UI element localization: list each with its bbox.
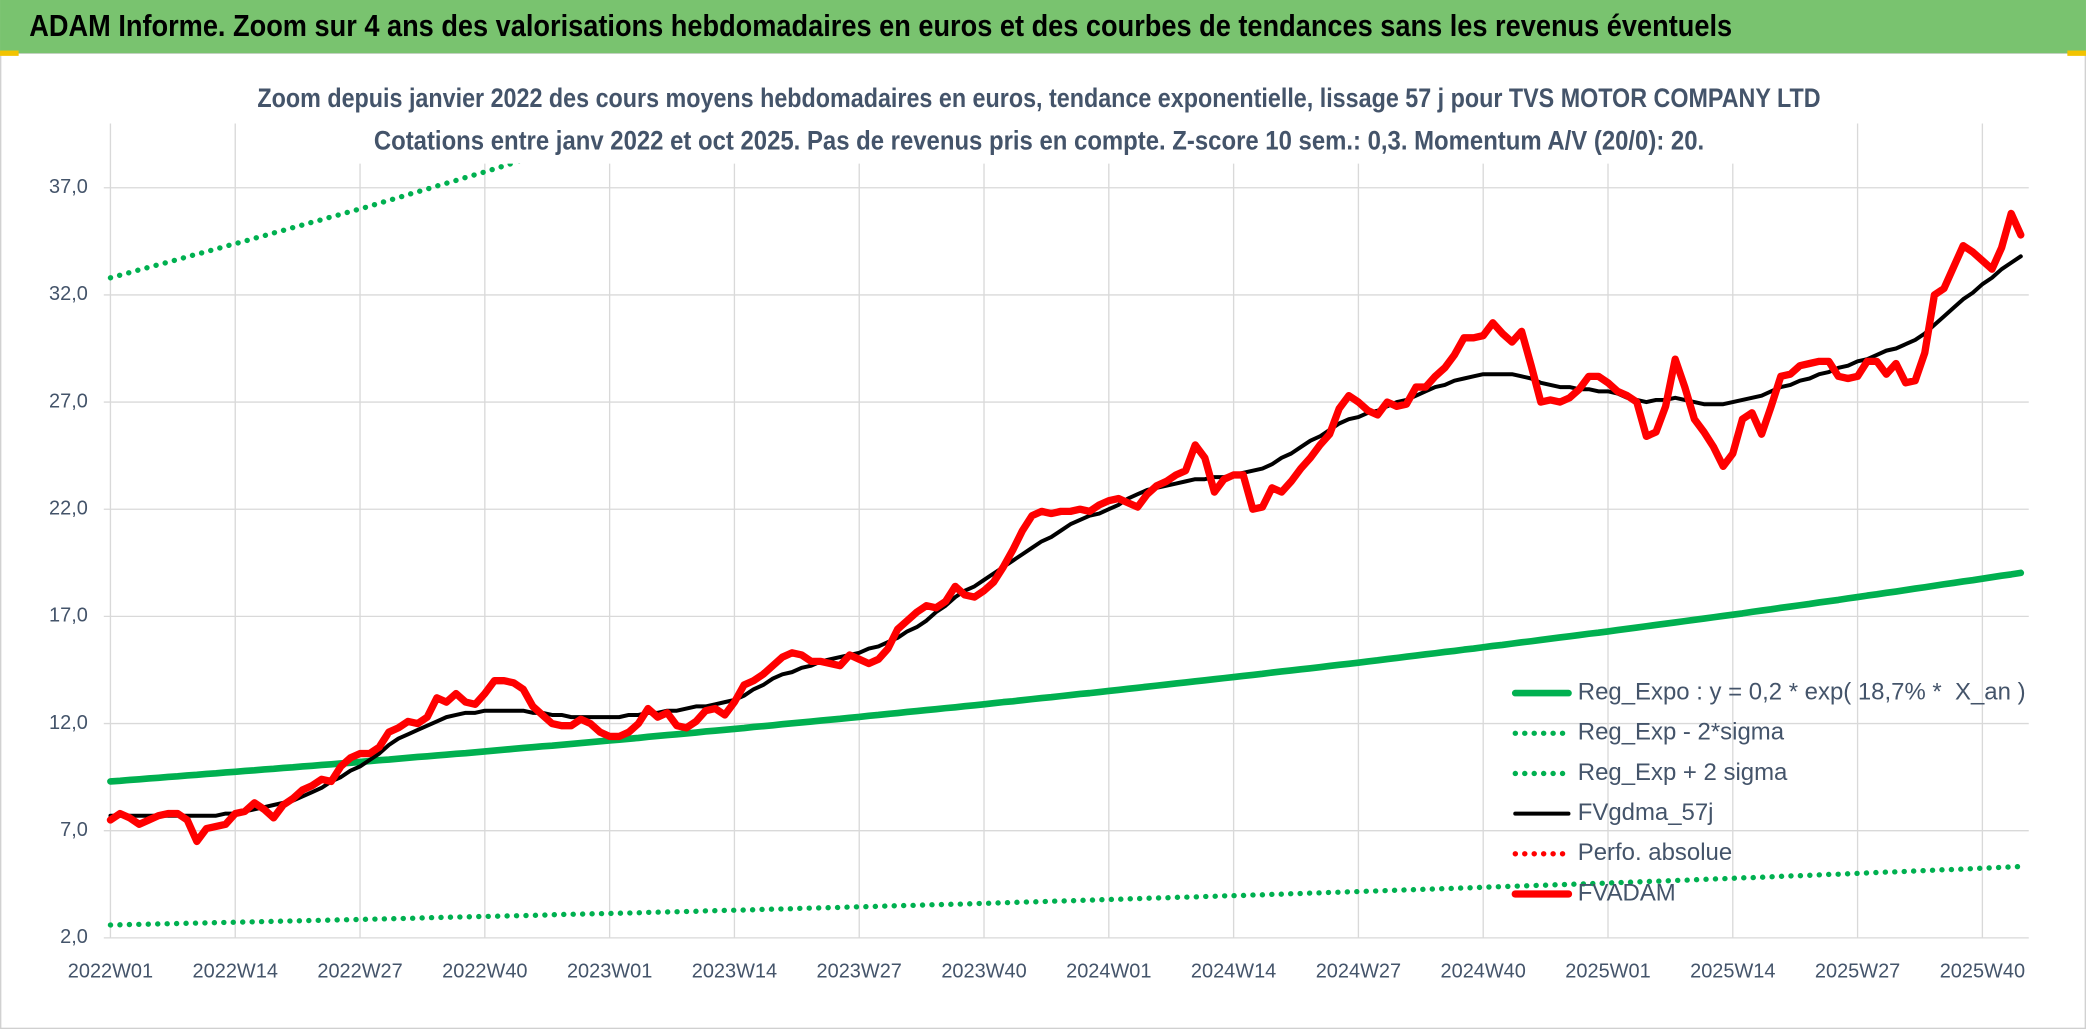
header-bar [0, 0, 2086, 54]
x-tick-label: 2022W01 [68, 961, 153, 983]
x-tick-label: 2025W01 [1565, 961, 1650, 983]
series-line [107, 148, 555, 281]
x-tick-label: 2023W14 [692, 961, 777, 983]
x-tick-label: 2025W14 [1690, 961, 1775, 983]
y-tick-label: 22,0 [49, 497, 88, 519]
grid: 2,0 7,0 12,0 17,0 22,0 27,0 32,0 37,0 2022W01 202… [49, 123, 2029, 983]
series-line [107, 569, 2025, 785]
legend-label: Reg_Expo : y = 0,2 * exp( 18,7% * X_an ) [1578, 678, 2026, 705]
legend-label: Reg_Exp - 2*sigma [1578, 719, 1785, 746]
x-tick-label: 2024W27 [1316, 961, 1401, 983]
y-tick-label: 37,0 [49, 176, 88, 198]
x-tick-label: 2025W27 [1815, 961, 1900, 983]
accent [0, 50, 19, 56]
x-tick-label: 2023W27 [817, 961, 902, 983]
x-tick-label: 2024W40 [1441, 961, 1526, 983]
y-tick-label: 27,0 [49, 390, 88, 412]
series-line [108, 254, 2023, 818]
x-tick-label: 2022W27 [317, 961, 402, 983]
subtitle: Zoom depuis janvier 2022 des cours moyen… [257, 83, 1820, 113]
x-tick-label: 2025W40 [1940, 961, 2025, 983]
y-tick-label: 32,0 [49, 283, 88, 305]
y-tick-label: 2,0 [60, 926, 88, 948]
x-tick-label: 2022W14 [193, 961, 278, 983]
y-tick-label: 17,0 [49, 605, 88, 627]
subtitle: Cotations entre janv 2022 et oct 2025. P… [374, 125, 1704, 155]
x-tick-label: 2023W40 [941, 961, 1026, 983]
legend-label: FVgdma_57j [1578, 799, 1714, 826]
overlay: Zoom depuis janvier 2022 des cours moyen… [239, 77, 1843, 164]
legend-label: FVADAM [1578, 879, 1676, 906]
subtitle-box [239, 77, 1843, 164]
y-tick-label: 12,0 [49, 712, 88, 734]
x-tick-label: 2024W14 [1191, 961, 1276, 983]
legend-label: Perfo. absolue [1578, 839, 1732, 866]
legend: Reg_Expo : y = 0,2 * exp( 18,7% * X_an )… [1511, 678, 2026, 906]
x-tick-label: 2022W40 [442, 961, 527, 983]
series-line [107, 863, 2024, 928]
y-tick-label: 7,0 [60, 819, 88, 841]
accent [2067, 50, 2086, 56]
header-title: ADAM Informe. Zoom sur 4 ans des valoris… [29, 9, 1732, 43]
x-tick-label: 2023W01 [567, 961, 652, 983]
series-line [106, 209, 2025, 846]
legend-label: Reg_Exp + 2 sigma [1578, 759, 1788, 786]
x-tick-label: 2024W01 [1066, 961, 1151, 983]
series-group [106, 148, 2025, 928]
